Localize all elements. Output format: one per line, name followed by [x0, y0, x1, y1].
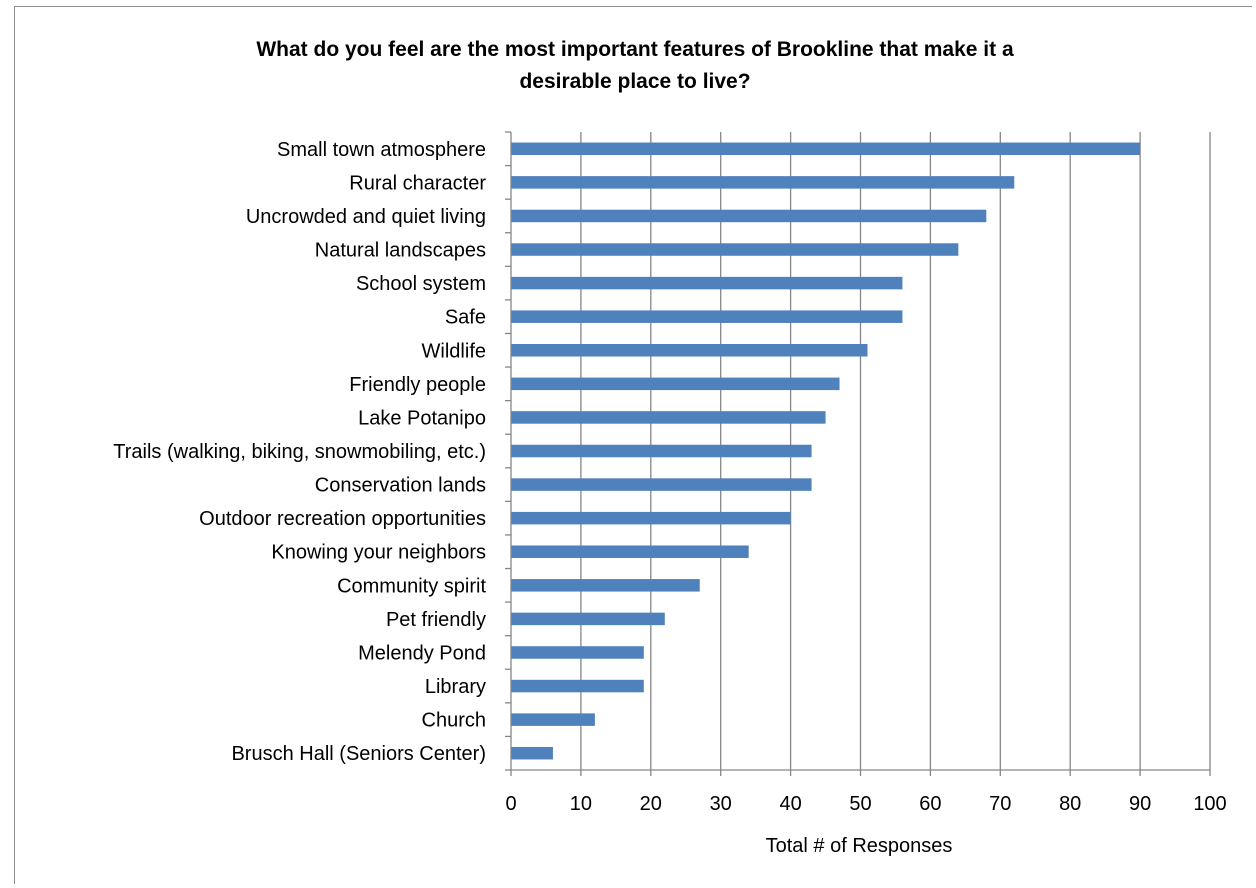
category-label: Natural landscapes — [315, 240, 486, 262]
category-label: Friendly people — [349, 374, 486, 396]
x-tick-label: 40 — [779, 793, 801, 815]
category-label: Melendy Pond — [358, 642, 486, 664]
bar — [511, 511, 791, 525]
bar — [511, 243, 959, 256]
category-label: Trails (walking, biking, snowmobiling, e… — [113, 441, 486, 463]
tick-labels: 0 10 20 30 40 50 60 70 80 90 100 — [505, 793, 1226, 815]
category-label: Library — [425, 676, 486, 698]
x-tick-label: 90 — [1129, 793, 1151, 815]
category-labels: Small town atmosphere Rural character Uncr… — [113, 139, 486, 765]
category-label: Outdoor recreation opportunities — [199, 508, 486, 530]
x-axis-title: Total # of Responses — [766, 835, 953, 857]
category-label: Rural character — [349, 172, 486, 194]
x-tick-label: 50 — [849, 793, 871, 815]
x-tick-label: 10 — [570, 793, 592, 815]
bar — [511, 444, 812, 458]
bar — [511, 579, 700, 592]
bar — [511, 142, 1141, 156]
bar — [511, 276, 903, 290]
category-label: Uncrowded and quiet living — [246, 206, 486, 228]
category-label: Small town atmosphere — [277, 139, 486, 161]
bar — [511, 713, 595, 726]
category-label: Lake Potanipo — [358, 407, 486, 429]
axes — [505, 131, 1211, 776]
x-tick-label: 70 — [989, 793, 1011, 815]
bar — [511, 612, 665, 626]
bar — [511, 545, 749, 558]
bar — [511, 344, 868, 357]
category-label: Wildlife — [422, 340, 486, 362]
category-label: Knowing your neighbors — [271, 542, 486, 564]
bar — [511, 746, 553, 760]
x-tick-label: 80 — [1059, 793, 1081, 815]
category-label: Brusch Hall (Seniors Center) — [231, 743, 486, 765]
x-tick-label: 20 — [640, 793, 662, 815]
category-label: School system — [356, 273, 486, 295]
bar — [511, 176, 1015, 189]
bars — [511, 142, 1141, 760]
bar — [511, 478, 812, 491]
bar — [511, 679, 644, 693]
x-tick-label: 60 — [919, 793, 941, 815]
chart-title: What do you feel are the most important … — [256, 38, 1014, 93]
category-label: Community spirit — [337, 575, 486, 597]
bar — [511, 310, 903, 323]
bar — [511, 411, 826, 424]
category-label: Pet friendly — [386, 609, 486, 631]
x-tick-label: 0 — [505, 793, 516, 815]
x-tick-label: 100 — [1193, 793, 1226, 815]
x-tick-label: 30 — [710, 793, 732, 815]
category-label: Conservation lands — [315, 475, 486, 497]
chart-frame — [14, 6, 1252, 884]
category-label: Safe — [445, 307, 486, 329]
bar — [511, 646, 644, 659]
category-label: Church — [422, 710, 486, 732]
bar — [511, 209, 987, 223]
bar — [511, 377, 840, 391]
